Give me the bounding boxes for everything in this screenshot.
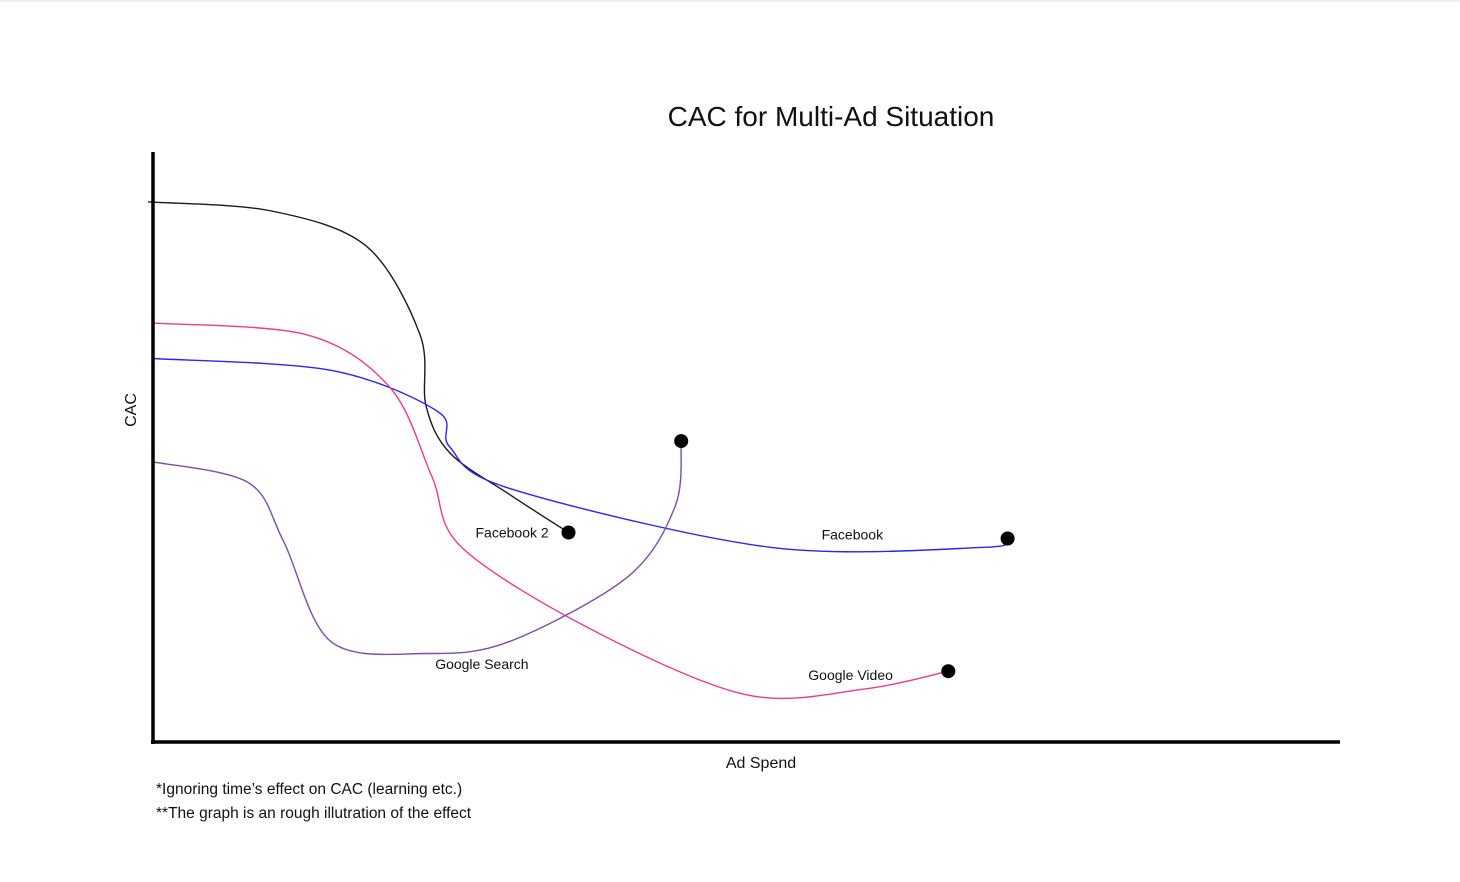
series-end-marker-google-search — [674, 434, 689, 449]
series-end-marker-facebook — [1000, 531, 1015, 546]
series-label-facebook: Facebook — [822, 527, 884, 543]
label-layer: Facebook 2 Facebook Google Video Google Sea… — [435, 525, 893, 684]
footnote-2: **The graph is an rough illutration of t… — [156, 805, 472, 822]
x-axis-label: Ad Spend — [726, 755, 796, 772]
series-line-google-video — [152, 322, 949, 700]
top-border — [0, 0, 1460, 2]
chart-title: CAC for Multi-Ad Situation — [668, 101, 995, 132]
series-line-facebook — [152, 357, 1010, 553]
footnote-1: *Ignoring time’s effect on CAC (learning… — [156, 781, 463, 798]
y-axis-label: CAC — [123, 393, 140, 427]
series-line-facebook-2 — [152, 201, 570, 534]
series-end-marker-facebook-2 — [561, 525, 576, 540]
series-layer — [152, 201, 1010, 700]
series-label-google-search: Google Search — [435, 656, 528, 672]
series-label-google-video: Google Video — [808, 667, 893, 683]
series-line-google-search — [152, 440, 682, 656]
series-end-marker-google-video — [941, 664, 956, 679]
series-label-facebook-2: Facebook 2 — [476, 525, 549, 541]
marker-layer — [561, 434, 1015, 679]
